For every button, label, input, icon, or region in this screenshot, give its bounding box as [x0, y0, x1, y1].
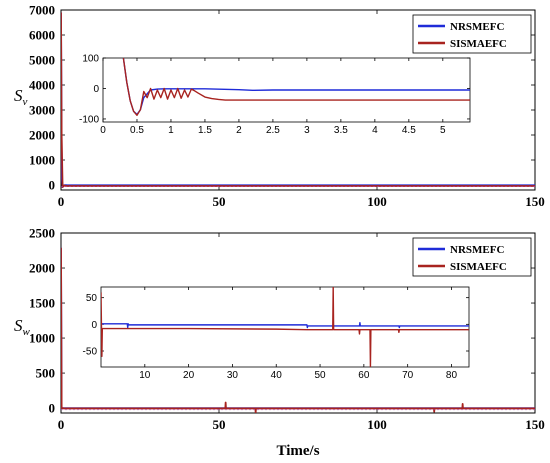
x-tick-label: 150 [525, 194, 545, 209]
y-tick-label: 3000 [29, 103, 55, 118]
y-tick-label: -100 [79, 114, 99, 125]
x-tick-label: 50 [314, 370, 326, 381]
y-tick-label: 1000 [29, 331, 55, 346]
y-tick-label: 50 [86, 293, 98, 304]
x-tick-label: 150 [525, 417, 545, 432]
panel-bottom-inset: 10 20 30 40 50 60 70 80 -50 0 50 [83, 286, 470, 381]
y-tick-label: 100 [82, 54, 99, 65]
y-tick-label: 0 [49, 401, 56, 416]
y-tick-label: 1500 [29, 296, 55, 311]
panel-bottom-inset-series [101, 287, 469, 367]
x-tick-label: 0 [100, 125, 106, 136]
series-line-sismaefc [61, 247, 535, 413]
legend-label-nrsmefc: NRSMEFC [450, 244, 504, 256]
legend-label-sismaefc: SISMAEFC [450, 38, 507, 50]
x-tick-label: 3 [304, 125, 310, 136]
panel-bottom-inset-area [100, 286, 470, 368]
x-tick-label: 10 [139, 370, 151, 381]
y-tick-label: 7000 [29, 3, 55, 18]
y-tick-label: 0 [93, 84, 99, 95]
x-tick-label: 2.5 [266, 125, 280, 136]
legend-label-sismaefc: SISMAEFC [450, 261, 507, 273]
x-tick-label: 3.5 [334, 125, 348, 136]
legend-box [412, 14, 532, 54]
x-tick-label: 2 [236, 125, 242, 136]
x-tick-label: 1.5 [198, 125, 212, 136]
y-tick-label: 2000 [29, 128, 55, 143]
x-tick-label: 40 [271, 370, 283, 381]
x-tick-label: 100 [367, 194, 387, 209]
panel-bottom-inset-ticks: 10 20 30 40 50 60 70 80 -50 0 50 [83, 287, 469, 381]
y-tick-label: 2000 [29, 261, 55, 276]
x-tick-label: 30 [227, 370, 239, 381]
panel-bottom-legend: NRSMEFC SISMAEFC [412, 237, 532, 277]
panel-top-series [61, 12, 535, 188]
y-tick-label: 2500 [29, 226, 55, 241]
x-tick-label: 80 [446, 370, 458, 381]
panel-bottom-series [61, 247, 535, 413]
x-tick-label: 4.5 [402, 125, 416, 136]
x-tick-label: 4 [372, 125, 378, 136]
x-tick-label: 100 [367, 417, 387, 432]
y-tick-label: 0 [49, 178, 56, 193]
y-tick-label: 5000 [29, 53, 55, 68]
x-tick-label: 50 [213, 417, 226, 432]
y-tick-label: 0 [91, 320, 97, 331]
x-tick-label: 0.5 [130, 125, 144, 136]
y-tick-label: 500 [36, 366, 56, 381]
legend-label-nrsmefc: NRSMEFC [450, 21, 504, 33]
x-tick-label: 60 [358, 370, 370, 381]
x-tick-label: 0 [58, 417, 65, 432]
panel-bottom-xlabel: Time/s [276, 443, 319, 459]
x-tick-label: 5 [440, 125, 446, 136]
x-tick-label: 1 [168, 125, 174, 136]
x-tick-label: 50 [213, 194, 226, 209]
series-line-sismaefc [101, 287, 469, 367]
series-line-sismaefc [122, 58, 470, 117]
legend-box [412, 237, 532, 277]
y-tick-label: -50 [83, 347, 98, 358]
panel-top-inset-series [122, 58, 470, 117]
panel-top-legend: NRSMEFC SISMAEFC [412, 14, 532, 54]
x-tick-label: 70 [402, 370, 414, 381]
y-tick-label: 4000 [29, 78, 55, 93]
x-tick-label: 20 [183, 370, 195, 381]
y-tick-label: 1000 [29, 153, 55, 168]
panel-bottom-ylabel: Sw [14, 316, 31, 338]
panel-top-ylabel: Sv [14, 86, 28, 108]
y-tick-label: 6000 [29, 28, 55, 43]
x-tick-label: 0 [58, 194, 65, 209]
